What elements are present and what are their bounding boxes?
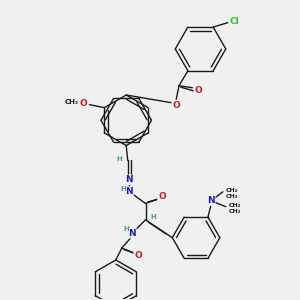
Text: O: O: [134, 251, 142, 260]
Text: H: H: [116, 156, 122, 162]
Text: N: N: [207, 196, 215, 205]
Text: CH₃: CH₃: [64, 99, 79, 105]
Text: N: N: [125, 187, 133, 196]
Text: O: O: [158, 192, 166, 201]
Text: H: H: [120, 186, 126, 192]
Text: N: N: [125, 175, 133, 184]
Text: Cl: Cl: [229, 16, 239, 26]
Text: CH₂: CH₂: [229, 203, 241, 208]
Text: H: H: [150, 214, 156, 220]
Text: CH₃: CH₃: [226, 194, 238, 199]
Text: O: O: [172, 100, 180, 109]
Text: CH₂: CH₂: [226, 188, 238, 193]
Text: H: H: [123, 226, 129, 232]
Text: CH₃: CH₃: [229, 208, 241, 214]
Text: O: O: [80, 99, 87, 108]
Text: N: N: [128, 229, 136, 238]
Text: O: O: [194, 85, 202, 94]
